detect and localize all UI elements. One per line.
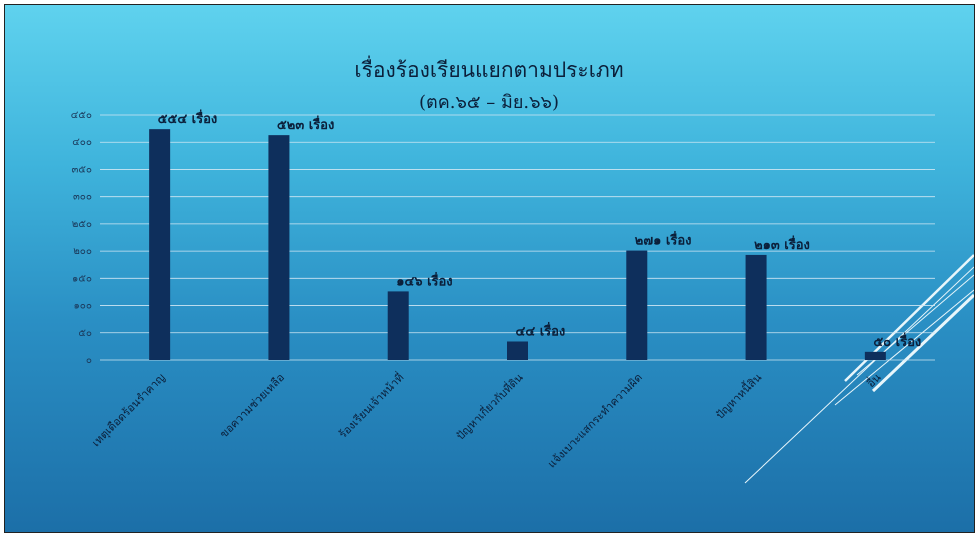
x-category-label: อื่น [863, 369, 884, 390]
bar [745, 254, 767, 360]
bar-chart: เรื่องร้องเรียนแยกตามประเภท (ตค.๖๕ – มิย… [71, 55, 974, 484]
slide-background: เรื่องร้องเรียนแยกตามประเภท (ตค.๖๕ – มิย… [4, 4, 975, 533]
y-tick-label: ๓๕๐ [71, 164, 92, 175]
bar [387, 291, 409, 360]
data-label: ๔๔ เรื่อง [516, 321, 566, 339]
data-label: ๒๗๑ เรื่อง [635, 231, 692, 249]
x-category-label: เหตุเดือดร้อนรำคาญ [89, 371, 167, 449]
y-tick-label: ๒๐๐ [73, 246, 92, 257]
y-tick-label: ๑๕๐ [72, 273, 92, 284]
data-label: ๕๒๓ เรื่อง [277, 115, 334, 133]
y-axis-ticks: ๐ ๕๐ ๑๐๐ ๑๕๐ ๒๐๐ ๒๕๐ ๓๐๐ ๓๕๐ ๔๐๐ ๔๕๐ [71, 110, 92, 366]
y-tick-label: ๒๕๐ [72, 219, 92, 230]
bars [149, 129, 886, 360]
gridlines [100, 114, 935, 361]
chart-title: เรื่องร้องเรียนแยกตามประเภท [354, 55, 623, 82]
y-tick-label: ๔๕๐ [71, 110, 92, 121]
bar [507, 341, 528, 360]
y-tick-label: ๔๐๐ [72, 137, 92, 148]
chart-subtitle: (ตค.๖๕ – มิย.๖๖) [419, 92, 559, 113]
bar [268, 135, 290, 360]
data-label: ๒๑๓ เรื่อง [754, 235, 810, 253]
bar [864, 351, 886, 360]
x-category-label: ปัญหาเกี่ยวกับที่ดิน [453, 369, 526, 442]
y-tick-label: ๑๐๐ [73, 301, 92, 312]
data-label: ๑๔๖ เรื่อง [396, 271, 452, 289]
bar [626, 250, 648, 360]
x-axis-labels: เหตุเดือดร้อนรำคาญ ขอความช่วยเหลือ ร้องเรี… [89, 369, 883, 470]
x-category-label: ปัญหาหนี้สิน [712, 369, 765, 422]
x-category-label: ร้องเรียนเจ้าหน้าที่ [335, 370, 406, 441]
y-tick-label: ๓๐๐ [73, 192, 92, 203]
y-tick-label: ๐ [86, 355, 92, 366]
x-category-label: ขอความช่วยเหลือ [217, 371, 287, 441]
data-label: ๕๐ เรื่อง [873, 332, 921, 350]
bar [149, 129, 171, 360]
data-label: ๕๕๔ เรื่อง [158, 109, 218, 127]
y-tick-label: ๕๐ [78, 328, 92, 339]
decorative-lines [744, 254, 974, 484]
x-category-label: แจ้งเบาะแสกระทำความผิด [545, 371, 645, 471]
